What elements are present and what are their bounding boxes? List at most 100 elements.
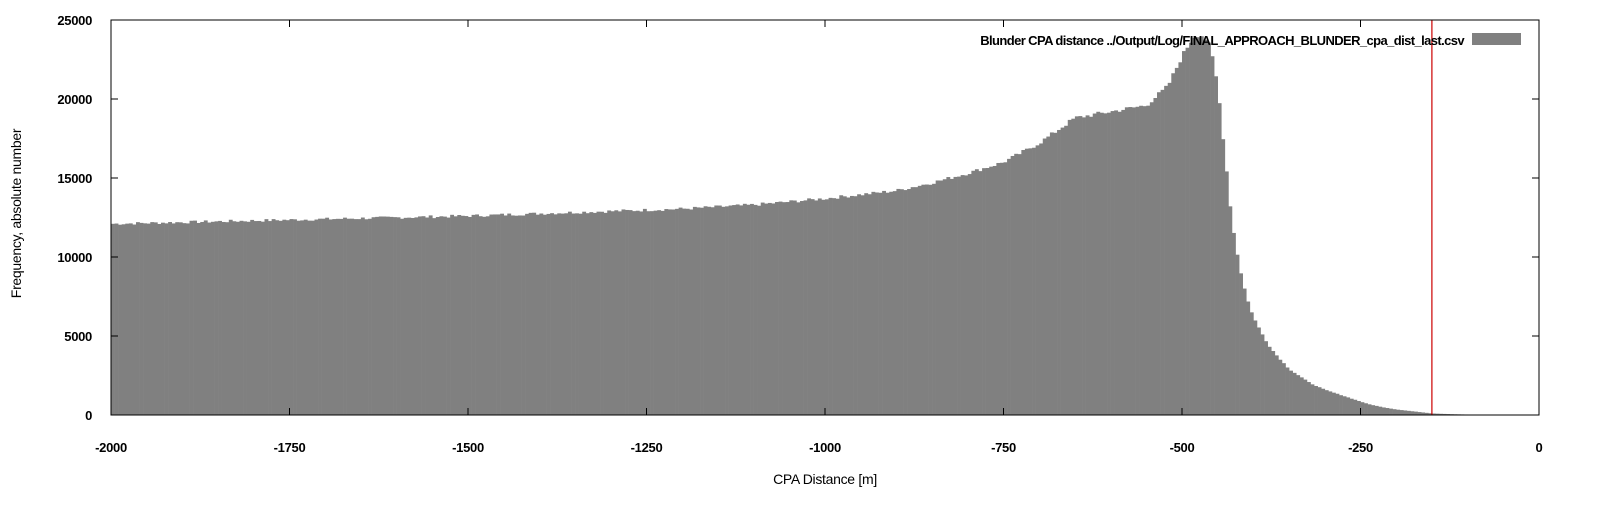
- histogram-bar: [700, 207, 704, 415]
- histogram-bar: [1078, 116, 1083, 415]
- histogram-bar: [878, 192, 883, 415]
- legend-label: Blunder CPA distance ../Output/Log/FINAL…: [980, 33, 1465, 48]
- histogram-bar: [735, 204, 740, 415]
- histogram-bar: [453, 216, 458, 415]
- histogram-bar: [1342, 396, 1347, 415]
- histogram-bar: [714, 205, 719, 415]
- histogram-bar: [460, 215, 465, 415]
- histogram-bar: [1353, 399, 1358, 415]
- histogram-bar: [475, 214, 480, 415]
- histogram-bar: [1239, 273, 1243, 415]
- histogram-bar: [1196, 37, 1201, 416]
- histogram-bar: [1246, 301, 1251, 415]
- histogram-bar: [1199, 36, 1204, 415]
- histogram-bar: [125, 223, 130, 415]
- histogram-bar: [310, 220, 315, 415]
- histogram-bar: [1028, 148, 1033, 415]
- histogram-bar: [185, 223, 190, 415]
- histogram-bar: [803, 200, 808, 415]
- histogram-bar: [871, 191, 876, 415]
- histogram-bar: [471, 214, 476, 415]
- histogram-bar: [817, 198, 822, 415]
- histogram-bar: [1439, 413, 1443, 415]
- y-axis: 0 5000 10000 15000 20000 25000: [57, 13, 1539, 423]
- histogram-bar: [239, 220, 244, 415]
- histogram-bar: [617, 211, 622, 415]
- histogram-bar: [1085, 115, 1090, 416]
- histogram-bar: [218, 220, 222, 415]
- histogram-bar: [1096, 111, 1101, 416]
- y-tick-label: 5000: [64, 329, 92, 344]
- histogram-bar: [282, 219, 287, 415]
- histogram-bar: [1189, 42, 1194, 416]
- histogram-bar: [1128, 107, 1133, 415]
- x-tick-label: 0: [1536, 440, 1543, 455]
- histogram-bar: [1235, 254, 1240, 415]
- histogram-bar: [689, 209, 694, 415]
- histogram-bar: [1278, 359, 1283, 415]
- histogram-bar: [1014, 153, 1019, 415]
- histogram-bar: [378, 216, 383, 415]
- histogram-bar: [464, 216, 469, 415]
- histogram-bar: [1124, 107, 1129, 416]
- histogram-bar: [982, 168, 986, 415]
- histogram-bar: [178, 222, 183, 415]
- histogram-bar: [1067, 119, 1072, 416]
- histogram-bar: [1010, 155, 1015, 415]
- histogram-bar: [1092, 113, 1097, 415]
- histogram-bar: [964, 175, 969, 415]
- histogram-bar: [375, 216, 380, 415]
- histogram-bar: [410, 217, 415, 415]
- histogram-bar: [839, 195, 844, 415]
- histogram-bar: [425, 217, 430, 415]
- histogram-bar: [985, 168, 990, 415]
- histogram-bar: [1396, 409, 1401, 415]
- histogram-bar: [585, 213, 590, 415]
- histogram-bar: [592, 212, 597, 415]
- histogram-bar: [703, 206, 708, 415]
- histogram-bar: [646, 211, 651, 415]
- histogram-bar: [275, 220, 280, 415]
- histogram-bar: [368, 218, 372, 415]
- histogram-bar: [885, 192, 890, 415]
- x-tick-label: -1500: [452, 440, 484, 455]
- histogram-bar: [468, 216, 472, 415]
- histogram-bar: [775, 202, 779, 415]
- histogram-bar: [1421, 412, 1426, 415]
- histogram-bar: [896, 188, 901, 415]
- histogram-bar: [960, 175, 965, 415]
- histogram-bar: [1046, 136, 1051, 416]
- histogram-bar: [667, 209, 672, 415]
- histogram-bar: [1317, 387, 1322, 415]
- histogram-bar: [507, 213, 512, 415]
- histogram-bar: [821, 199, 826, 415]
- histogram-bar: [1328, 391, 1333, 415]
- histogram-bar: [635, 210, 640, 415]
- histogram-bar: [1221, 139, 1226, 415]
- histogram-bar: [1231, 232, 1236, 415]
- histogram-bar: [1281, 363, 1286, 415]
- histogram-bar: [243, 221, 247, 415]
- histogram-bar: [1399, 410, 1404, 415]
- histogram-bar: [210, 221, 215, 415]
- histogram-bar: [889, 191, 894, 415]
- histogram-bar: [492, 214, 497, 415]
- histogram-bar: [221, 221, 226, 415]
- histogram-bar: [650, 211, 654, 415]
- histogram-bar: [214, 221, 219, 415]
- histogram-bar: [193, 220, 197, 415]
- histogram-bar: [1021, 150, 1026, 415]
- histogram-bar: [1431, 413, 1436, 415]
- histogram-bar: [168, 222, 172, 415]
- histogram-bar: [1107, 112, 1111, 415]
- histogram-bar: [792, 200, 797, 415]
- histogram-bar: [357, 219, 362, 415]
- histogram-bar: [1410, 411, 1415, 415]
- histogram-bar: [1264, 341, 1268, 415]
- histogram-bar: [535, 214, 540, 415]
- histogram-bar: [485, 216, 490, 415]
- histogram-bar: [443, 216, 447, 415]
- histogram-bar: [1174, 67, 1179, 416]
- histogram-bar: [353, 219, 358, 415]
- histogram-bar: [899, 189, 904, 415]
